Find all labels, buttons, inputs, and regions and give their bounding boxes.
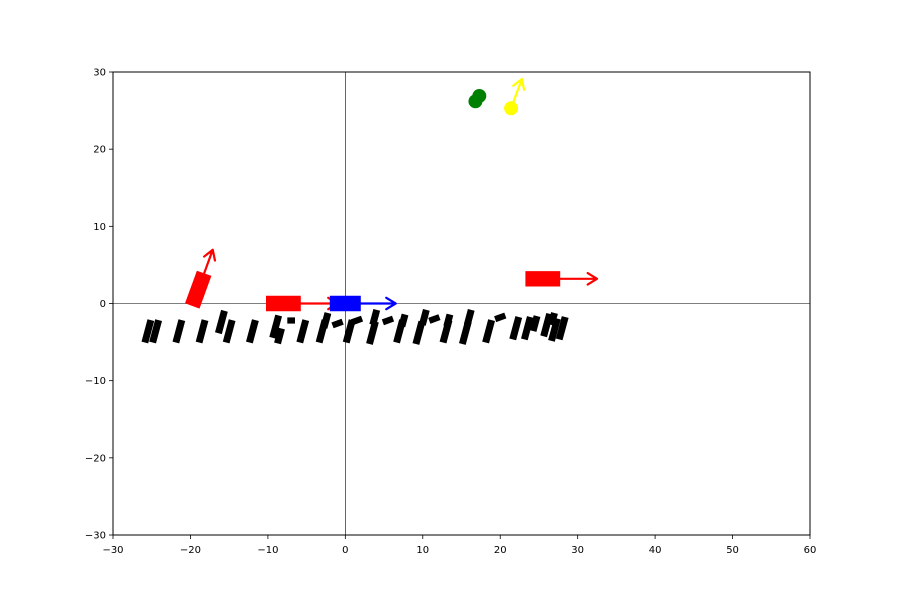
x-tick-label: 40 <box>649 545 662 556</box>
obstacle-marker <box>381 315 395 326</box>
obstacle-marker <box>320 312 332 329</box>
obstacle-marker <box>296 319 310 344</box>
obstacle-marker <box>412 320 426 345</box>
obstacle-marker <box>287 317 295 324</box>
vehicle-marker <box>185 270 212 309</box>
x-tick-label: −20 <box>180 545 201 556</box>
obstacle-marker <box>246 319 259 344</box>
pedestrian-marker <box>472 88 487 103</box>
y-tick-label: −10 <box>85 376 106 387</box>
obstacle-marker <box>548 317 561 342</box>
obstacle-marker <box>215 309 228 335</box>
obstacle-marker <box>222 319 236 344</box>
y-axis-ticks: −30 −20 −10 0 10 20 30 <box>85 68 113 542</box>
obstacle-marker <box>463 309 475 326</box>
vehicle-marker <box>525 271 561 287</box>
obstacle-marker <box>366 320 379 345</box>
obstacle-marker <box>428 314 441 324</box>
pedestrian-marker <box>504 101 519 116</box>
obstacle-marker <box>521 316 534 341</box>
obstacle-marker <box>149 319 162 344</box>
obstacle-marker <box>509 316 523 341</box>
obstacle-marker <box>398 313 409 328</box>
obstacle-marker <box>529 315 541 332</box>
x-tick-label: 0 <box>342 545 348 556</box>
obstacle-marker <box>547 312 558 326</box>
obstacle-marker <box>269 314 282 339</box>
y-tick-label: 30 <box>93 68 106 79</box>
obstacle-marker <box>195 319 209 344</box>
x-axis-ticks: −30 −20 −10 0 10 20 30 40 50 60 <box>102 535 816 556</box>
obstacle-marker <box>443 313 454 328</box>
x-tick-label: −30 <box>102 545 123 556</box>
vehicle-marker <box>266 295 301 312</box>
y-tick-label: −30 <box>85 531 106 542</box>
scene-marks <box>141 77 599 345</box>
obstacle-marker <box>555 316 569 341</box>
x-tick-label: 20 <box>494 545 507 556</box>
y-tick-label: 10 <box>93 222 106 233</box>
x-tick-label: 60 <box>804 545 817 556</box>
obstacle-marker <box>482 319 495 344</box>
obstacle-marker <box>331 318 344 329</box>
obstacle-marker <box>459 320 472 345</box>
vehicle-marker <box>329 295 361 312</box>
y-tick-label: 20 <box>93 145 106 156</box>
y-tick-label: 0 <box>100 299 106 310</box>
obstacle-marker <box>350 315 364 326</box>
obstacle-marker <box>494 312 507 323</box>
obstacle-marker <box>172 319 186 344</box>
x-tick-label: 30 <box>571 545 584 556</box>
obstacle-marker <box>369 309 381 326</box>
obstacle-marker <box>141 319 155 344</box>
x-tick-label: 50 <box>726 545 739 556</box>
obstacle-marker <box>342 319 356 344</box>
obstacle-marker <box>419 309 430 326</box>
x-tick-label: 10 <box>416 545 429 556</box>
x-tick-label: −10 <box>257 545 278 556</box>
y-tick-label: −20 <box>85 453 106 464</box>
obstacle-marker <box>274 327 285 345</box>
